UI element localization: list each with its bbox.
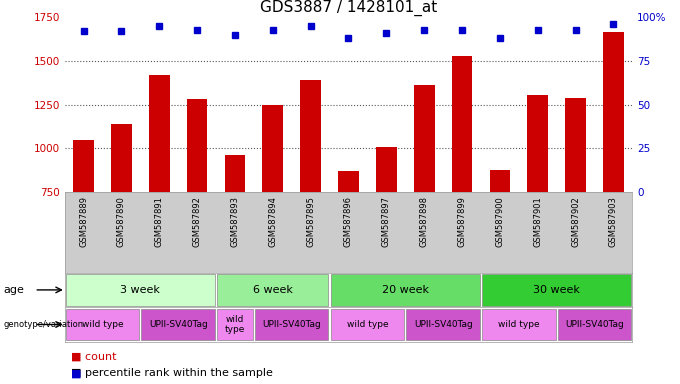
- Text: 6 week: 6 week: [253, 285, 292, 295]
- Text: GSM587901: GSM587901: [533, 196, 542, 247]
- Text: GSM587898: GSM587898: [420, 196, 428, 247]
- Bar: [224, 155, 245, 192]
- Bar: [490, 170, 510, 192]
- Bar: [407, 309, 480, 340]
- Bar: [111, 124, 132, 192]
- Bar: [149, 75, 169, 192]
- Bar: [482, 274, 631, 306]
- Text: GSM587899: GSM587899: [458, 196, 466, 247]
- Text: GSM587889: GSM587889: [79, 196, 88, 247]
- Bar: [217, 274, 328, 306]
- Bar: [66, 274, 215, 306]
- Bar: [262, 104, 283, 192]
- Bar: [376, 147, 396, 192]
- Text: wild
type: wild type: [225, 315, 245, 334]
- Text: 3 week: 3 week: [120, 285, 160, 295]
- Bar: [338, 171, 359, 192]
- Text: GSM587902: GSM587902: [571, 196, 580, 247]
- Text: GSM587896: GSM587896: [344, 196, 353, 247]
- Text: genotype/variation: genotype/variation: [3, 320, 84, 329]
- Bar: [414, 84, 435, 192]
- Text: ■: ■: [71, 368, 82, 379]
- Bar: [330, 274, 480, 306]
- Text: UPII-SV40Tag: UPII-SV40Tag: [262, 320, 321, 329]
- Text: GSM587903: GSM587903: [609, 196, 618, 247]
- Text: wild type: wild type: [82, 320, 123, 329]
- Bar: [603, 32, 624, 192]
- Title: GDS3887 / 1428101_at: GDS3887 / 1428101_at: [260, 0, 437, 16]
- Bar: [141, 309, 215, 340]
- Text: wild type: wild type: [347, 320, 388, 329]
- Text: UPII-SV40Tag: UPII-SV40Tag: [413, 320, 473, 329]
- Text: wild type: wild type: [498, 320, 540, 329]
- Text: GSM587895: GSM587895: [306, 196, 315, 247]
- Text: GSM587893: GSM587893: [231, 196, 239, 247]
- Text: GSM587897: GSM587897: [382, 196, 391, 247]
- Text: GSM587891: GSM587891: [155, 196, 164, 247]
- Bar: [565, 98, 586, 192]
- Bar: [452, 56, 473, 192]
- Bar: [217, 309, 253, 340]
- Text: GSM587892: GSM587892: [192, 196, 201, 247]
- Bar: [255, 309, 328, 340]
- Text: ■ count: ■ count: [71, 351, 117, 362]
- Text: ■ percentile rank within the sample: ■ percentile rank within the sample: [71, 368, 273, 379]
- Bar: [301, 80, 321, 192]
- Text: 30 week: 30 week: [533, 285, 580, 295]
- Text: 20 week: 20 week: [381, 285, 429, 295]
- Text: UPII-SV40Tag: UPII-SV40Tag: [149, 320, 207, 329]
- Bar: [482, 309, 556, 340]
- Bar: [73, 140, 94, 192]
- Text: GSM587900: GSM587900: [496, 196, 505, 247]
- Bar: [528, 95, 548, 192]
- Text: GSM587894: GSM587894: [269, 196, 277, 247]
- Text: GSM587890: GSM587890: [117, 196, 126, 247]
- Bar: [187, 99, 207, 192]
- Bar: [330, 309, 404, 340]
- Text: UPII-SV40Tag: UPII-SV40Tag: [565, 320, 624, 329]
- Text: age: age: [3, 285, 24, 295]
- Bar: [66, 309, 139, 340]
- Bar: [558, 309, 631, 340]
